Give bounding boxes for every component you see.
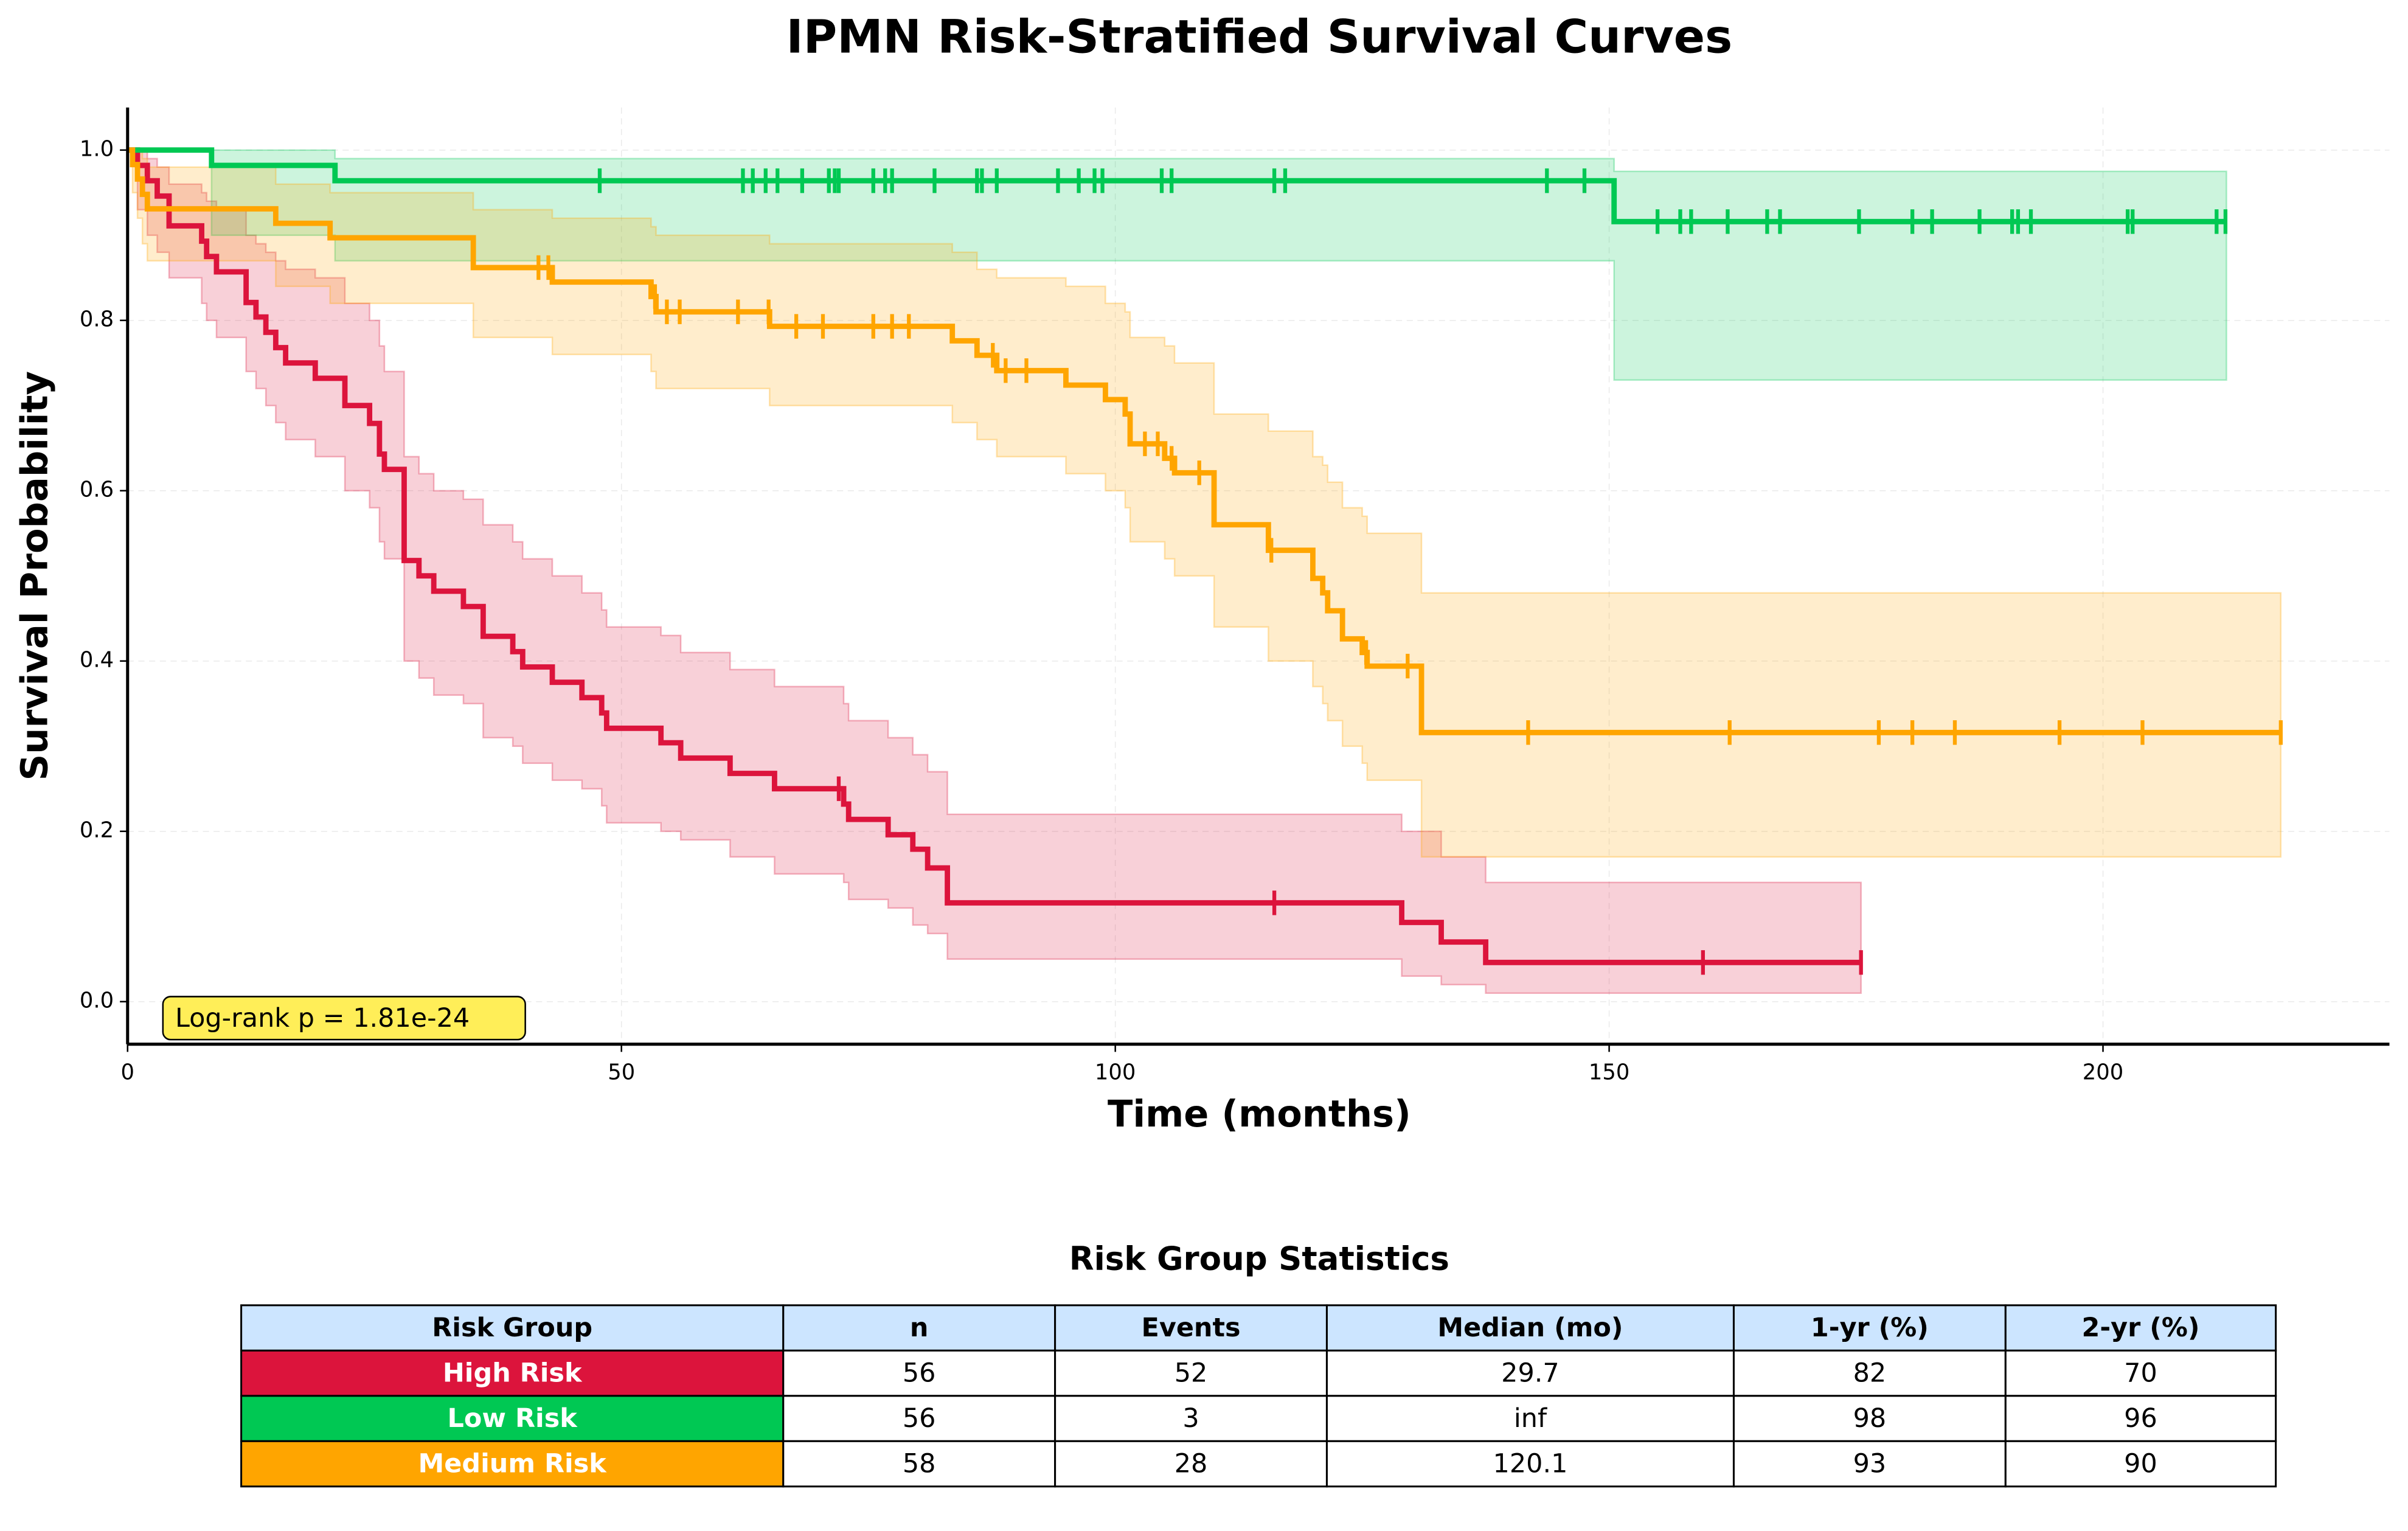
x-tick-label: 50 [608,1060,635,1085]
cell-text: 52 [1175,1358,1208,1389]
confidence-band [127,149,2227,381]
table-cell [2004,1440,2277,1488]
x-tick-label: 200 [2083,1060,2123,1085]
cell-text: 120.1 [1493,1449,1568,1479]
confidence-band [127,149,2282,858]
header-cell [240,1304,785,1352]
cell-text: 70 [2124,1358,2157,1389]
x-tick-label: 150 [1589,1060,1629,1085]
header-text: 1-yr (%) [1811,1313,1929,1343]
table-cell [782,1395,1057,1442]
cell-text: 29.7 [1501,1358,1560,1389]
survival-curve [127,147,2281,735]
cell-text: 96 [2124,1403,2157,1434]
cell-text: 93 [1853,1449,1887,1479]
cell-text: 3 [1182,1403,1199,1434]
table-cell [1054,1440,1328,1488]
y-tick-label: 0.6 [80,477,114,502]
cell-text: 56 [903,1403,936,1434]
cell-text: 82 [1853,1358,1887,1389]
y-tick-label: 0.2 [80,818,114,843]
cell-text: 58 [903,1449,936,1479]
cell-text: 28 [1175,1449,1208,1479]
header-cell [1732,1304,2007,1352]
table-cell [1732,1440,2007,1488]
cell-text: Low Risk [448,1403,578,1434]
x-tick-label: 0 [121,1060,134,1085]
cell-text: 90 [2124,1449,2157,1479]
x-tick-label: 100 [1095,1060,1136,1085]
header-text: Risk Group [432,1313,592,1343]
cell-text: 98 [1853,1403,1887,1434]
table-cell [240,1395,785,1442]
chart-title: IPMN Risk-Stratified Survival Curves [786,10,1733,64]
header-text: 2-yr (%) [2082,1313,2200,1343]
annotation: Log-rank p = 1.81e-24 [175,1003,470,1033]
header-cell [1325,1304,1735,1352]
table-cell [1325,1395,1735,1442]
y-tick-label: 0.4 [80,648,114,673]
cell-text: inf [1514,1403,1547,1434]
cell-text: Medium Risk [418,1449,608,1479]
y-tick-label: 1.0 [80,137,114,162]
confidence-band [127,149,1862,994]
header-text: n [910,1313,929,1343]
cell-text: 56 [903,1358,936,1389]
header-text: Median (mo) [1437,1313,1623,1343]
annotation-box [162,996,526,1041]
survival-curve [127,147,1861,965]
header-cell [2004,1304,2277,1352]
x-axis-label: Time (months) [1108,1093,1411,1136]
survival-curve [127,147,2227,224]
table-cell [240,1440,785,1488]
table-title: Risk Group Statistics [1069,1240,1449,1277]
y-tick-label: 0.8 [80,307,114,332]
cell-text: High Risk [443,1358,583,1389]
y-tick-label: 0.0 [80,988,114,1013]
table-cell [782,1440,1057,1488]
y-axis-label: Survival Probability [13,371,56,780]
table-cell [2004,1395,2277,1442]
table-cell [1325,1440,1735,1488]
header-text: Events [1142,1313,1241,1343]
